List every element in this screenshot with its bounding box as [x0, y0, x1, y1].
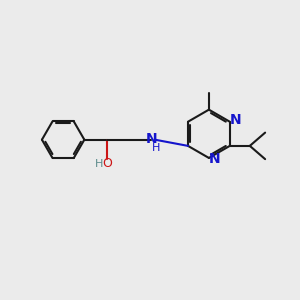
Text: N: N	[146, 131, 157, 146]
Text: H: H	[152, 142, 161, 153]
Text: N: N	[208, 152, 220, 167]
Text: O: O	[102, 157, 112, 170]
Text: N: N	[229, 113, 241, 127]
Text: H: H	[95, 159, 103, 169]
